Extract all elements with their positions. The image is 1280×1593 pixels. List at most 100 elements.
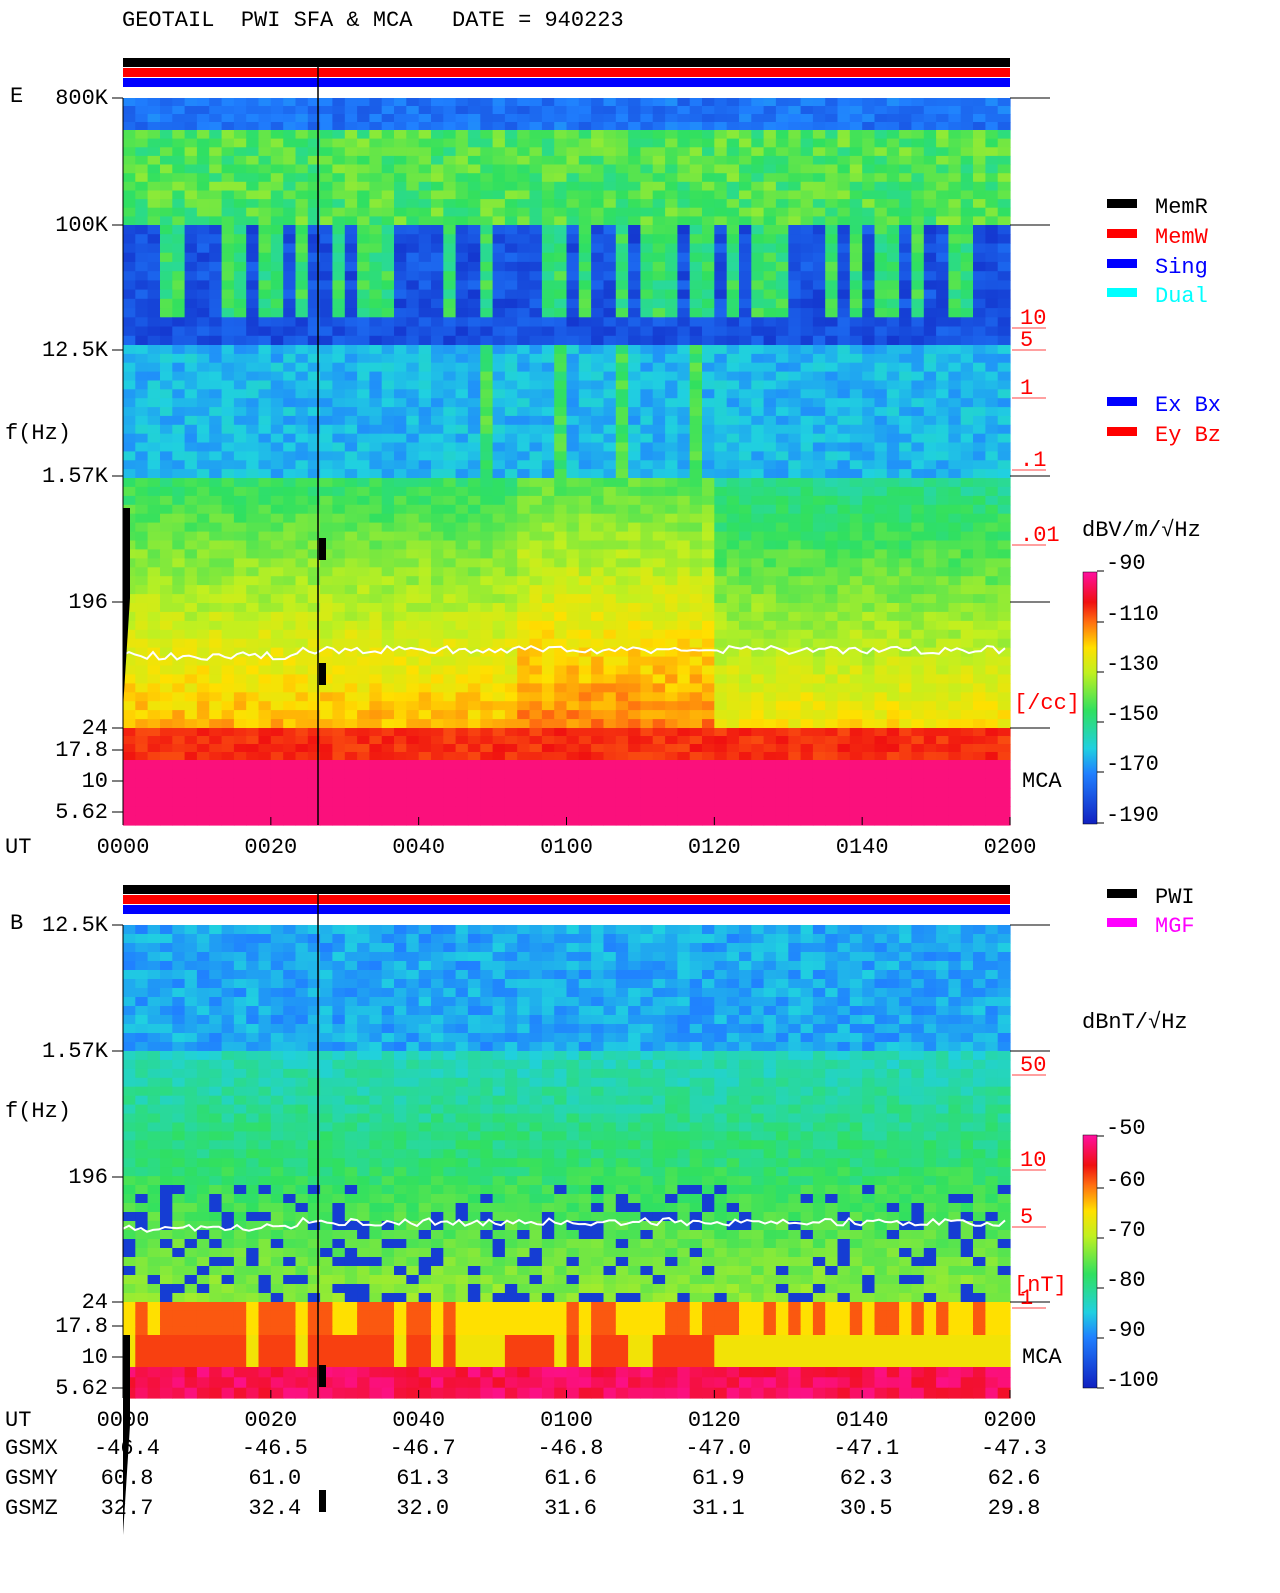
spectrogram-cell bbox=[406, 638, 420, 649]
spectrogram-cell bbox=[381, 611, 395, 622]
spectrogram-cell bbox=[283, 415, 297, 426]
spectrogram-cell bbox=[825, 442, 839, 452]
spectrogram-cell bbox=[936, 317, 949, 328]
spectrogram-cell bbox=[394, 522, 407, 533]
spectrogram-cell bbox=[862, 389, 876, 399]
spectrogram-cell bbox=[775, 138, 789, 148]
spectrogram-cell bbox=[455, 504, 469, 515]
spectrogram-cell bbox=[603, 594, 617, 604]
spectrogram-cell bbox=[862, 155, 876, 166]
spectrogram-cell bbox=[923, 594, 937, 604]
spectrogram-cell bbox=[344, 298, 358, 309]
spectrogram-cell bbox=[517, 317, 531, 328]
spectrogram-cell bbox=[948, 353, 962, 364]
spectrogram-cell bbox=[825, 164, 839, 174]
spectrogram-cell bbox=[886, 638, 900, 649]
spectrogram-cell bbox=[640, 531, 654, 542]
spectrogram-cell bbox=[517, 98, 531, 107]
spectrogram-cell bbox=[886, 674, 900, 684]
spectrogram-cell bbox=[837, 335, 851, 346]
spectrogram-cell bbox=[369, 308, 383, 318]
spectrogram-cell bbox=[652, 540, 666, 550]
spectrogram-cell bbox=[357, 567, 370, 577]
spectrogram-cell bbox=[529, 478, 543, 488]
spectrogram-cell bbox=[566, 424, 580, 435]
spectrogram-cell bbox=[714, 594, 728, 604]
spectrogram-cell bbox=[541, 207, 555, 217]
spectrogram-cell bbox=[923, 692, 937, 702]
spectrogram-cell bbox=[677, 647, 691, 658]
spectrogram-cell bbox=[812, 261, 826, 272]
spectrogram-cell bbox=[960, 451, 974, 461]
spectrogram-cell bbox=[332, 308, 346, 318]
spectrogram-cell bbox=[985, 674, 999, 684]
spectrogram-cell bbox=[973, 692, 986, 702]
spectrogram-cell bbox=[480, 549, 494, 559]
spectrogram-cell bbox=[911, 173, 925, 183]
spectrogram-cell bbox=[714, 486, 728, 497]
spectrogram-cell bbox=[332, 415, 346, 426]
spectrogram-cell bbox=[270, 585, 284, 595]
spectrogram-cell bbox=[209, 261, 223, 272]
spectrogram-cell bbox=[418, 199, 432, 209]
spectrogram-cell bbox=[221, 308, 235, 318]
spectrogram-cell bbox=[123, 216, 136, 226]
spectrogram-cell bbox=[455, 692, 469, 702]
spectrogram-cell bbox=[357, 207, 370, 217]
spectrogram-cell bbox=[443, 469, 457, 479]
spectrogram-cell bbox=[640, 335, 654, 346]
spectrogram-cell bbox=[960, 271, 974, 281]
spectrogram-cell bbox=[394, 656, 407, 667]
spectrogram-cell bbox=[135, 130, 149, 140]
spectrogram-cell bbox=[837, 692, 851, 702]
spectrogram-cell bbox=[406, 522, 420, 533]
spectrogram-cell bbox=[615, 603, 629, 613]
spectrogram-cell bbox=[812, 433, 826, 444]
spectrogram-cell bbox=[492, 389, 506, 399]
spectrogram-cell bbox=[307, 216, 321, 226]
spectrogram-cell bbox=[702, 469, 715, 479]
spectrogram-cell bbox=[160, 173, 173, 183]
spectrogram-cell bbox=[862, 252, 876, 263]
spectrogram-cell bbox=[899, 540, 912, 550]
spectrogram-cell bbox=[394, 692, 407, 702]
spectrogram-cell bbox=[591, 486, 604, 497]
spectrogram-cell bbox=[948, 155, 962, 166]
spectrogram-cell bbox=[775, 629, 789, 640]
spectrogram-cell bbox=[652, 225, 666, 235]
spectrogram-cell bbox=[923, 585, 937, 595]
spectrogram-cell bbox=[751, 216, 765, 226]
spectrogram-cell bbox=[492, 155, 506, 166]
spectrogram-cell bbox=[221, 243, 235, 254]
spectrogram-cell bbox=[689, 114, 703, 123]
spectrogram-cell bbox=[283, 308, 297, 318]
spectrogram-cell bbox=[973, 138, 986, 148]
spectrogram-cell bbox=[209, 225, 223, 235]
spectrogram-cell bbox=[652, 433, 666, 444]
spectrogram-cell bbox=[603, 98, 617, 107]
spectrogram-cell bbox=[258, 647, 272, 658]
spectrogram-cell bbox=[357, 362, 370, 373]
spectrogram-cell bbox=[911, 567, 925, 577]
spectrogram-cell bbox=[209, 576, 223, 586]
spectrogram-cell bbox=[418, 665, 432, 675]
spectrogram-cell bbox=[406, 451, 420, 461]
spectrogram-cell bbox=[246, 424, 260, 435]
spectrogram-cell bbox=[837, 576, 851, 586]
spectrogram-cell bbox=[800, 289, 814, 300]
spectrogram-cell bbox=[751, 638, 765, 649]
spectrogram-cell bbox=[160, 629, 173, 640]
spectrogram-cell bbox=[763, 407, 777, 417]
spectrogram-cell bbox=[714, 164, 728, 174]
spectrogram-cell bbox=[689, 155, 703, 166]
spectrogram-cell bbox=[529, 629, 543, 640]
spectrogram-cell bbox=[406, 353, 420, 364]
spectrogram-cell bbox=[418, 164, 432, 174]
spectrogram-cell bbox=[652, 353, 666, 364]
spectrogram-cell bbox=[431, 442, 444, 452]
spectrogram-cell bbox=[652, 326, 666, 337]
spectrogram-cell bbox=[923, 701, 937, 711]
spectrogram-cell bbox=[923, 164, 937, 174]
spectrogram-cell bbox=[615, 243, 629, 254]
spectrogram-cell bbox=[566, 106, 580, 115]
